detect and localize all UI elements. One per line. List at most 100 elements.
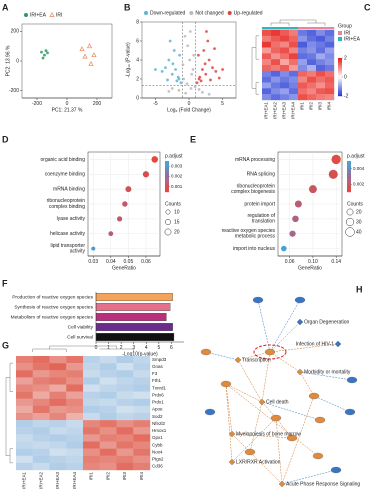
point	[170, 72, 174, 76]
heatmap-cell	[262, 35, 272, 42]
heatmap-cell	[280, 88, 290, 95]
heatmap-cell	[316, 47, 326, 54]
category-label: helicase activity	[50, 231, 86, 237]
x-tick-label: 2	[120, 345, 123, 351]
heatmap-cell	[116, 384, 134, 392]
heatmap-cell	[16, 370, 33, 378]
network-edge	[269, 343, 339, 353]
heatmap-cell	[307, 59, 317, 66]
colorbar-step	[165, 168, 169, 171]
heatmap-cell	[316, 59, 326, 66]
heatmap-cell	[325, 53, 335, 60]
heatmap-cell	[49, 434, 67, 442]
dot	[294, 200, 302, 208]
heatmap-cell	[99, 377, 117, 385]
heatmap-cell	[316, 41, 326, 48]
heatmap-cell	[271, 65, 281, 72]
network-node-label: Infection of HIV-1	[296, 341, 335, 347]
network-edge	[261, 401, 277, 419]
heatmap-cell	[289, 59, 299, 66]
heatmap-cell	[116, 455, 134, 464]
heatmap-cell	[32, 405, 50, 414]
network-node	[344, 408, 356, 416]
heatmap-cell	[316, 70, 326, 77]
heatmap-cell	[289, 88, 299, 95]
legend-marker	[227, 11, 232, 15]
heatmap-cell	[307, 65, 317, 72]
y-tick-label: 8	[136, 19, 139, 25]
heatmap-cell	[280, 30, 290, 37]
column-label: IRI4	[327, 102, 332, 111]
point	[202, 49, 206, 52]
column-label: IRI+EA4	[291, 102, 296, 119]
heatmap-cell	[262, 59, 272, 66]
category-label: ribonucleoprotein complex biogenesis	[230, 184, 276, 196]
heatmap-cell	[116, 441, 134, 449]
heatmap-cell	[116, 356, 134, 364]
size-legend-label: 15	[174, 219, 180, 225]
heatmap-cell	[99, 405, 117, 414]
legend-marker	[144, 11, 148, 15]
dot	[308, 185, 317, 194]
colorbar-step	[165, 184, 169, 186]
point	[201, 68, 204, 71]
heatmap-cell	[271, 53, 281, 60]
colorbar-step	[165, 179, 169, 182]
category-label: mRNA binding	[53, 186, 85, 192]
heatmap-cell	[32, 398, 50, 407]
heatmap-cell	[289, 35, 299, 42]
network-node	[200, 348, 212, 356]
colorbar-step	[347, 182, 351, 185]
legend-label: IRI	[56, 12, 62, 18]
point	[188, 30, 192, 33]
network-node	[278, 480, 286, 488]
x-tick-label: 1	[107, 345, 110, 351]
heatmap-cell	[316, 30, 326, 37]
heatmap-cell	[280, 41, 290, 48]
column-label: IRI1	[300, 102, 305, 111]
point	[179, 81, 183, 85]
category-label: import into nucleus	[233, 246, 275, 252]
colorbar-step	[338, 92, 342, 95]
heatmap-cell	[271, 88, 281, 95]
network-edge	[299, 371, 353, 381]
colorbar-step	[347, 171, 351, 174]
heatmap-cell	[280, 76, 290, 83]
column-label: IRI+EA3	[282, 102, 287, 119]
panel-label: H	[356, 284, 363, 294]
y-tick-label: 0	[136, 95, 139, 101]
network-edge	[281, 395, 315, 485]
heatmap-cell	[262, 53, 272, 60]
heatmap-cell	[83, 441, 100, 449]
heatmap-cell	[325, 41, 335, 48]
column-label: IRI2	[105, 472, 110, 481]
colorbar-step	[338, 71, 342, 74]
x-tick-label: 5	[221, 101, 224, 107]
size-legend-marker	[345, 217, 355, 227]
heatmap-cell	[280, 94, 290, 101]
point	[189, 87, 193, 90]
heatmap-cell	[16, 405, 33, 414]
x-axis-label: GeneRatio	[298, 265, 322, 271]
network-edge	[231, 417, 277, 463]
column-label: IRI+EA1	[264, 102, 269, 119]
group-legend-title: Group	[338, 23, 352, 29]
y-tick-label: 0	[16, 58, 19, 64]
heatmap-cell	[99, 413, 117, 421]
network-node	[330, 466, 342, 474]
heatmap-cell	[66, 441, 84, 449]
heatmap-cell	[307, 41, 317, 48]
point	[203, 62, 207, 66]
column-label: IRI3	[318, 102, 323, 111]
network-node-label: Acute Phase Response Signaling	[286, 481, 360, 487]
colorbar-step	[338, 80, 342, 83]
legend-label: IRI+EA	[30, 12, 47, 18]
heatmap-cell	[316, 82, 326, 89]
heatmap-cell	[16, 391, 33, 399]
point	[44, 49, 48, 53]
heatmap-cell	[32, 427, 50, 435]
category-label: Synthesis of reactive oxygen species	[14, 304, 93, 310]
heatmap-cell	[298, 65, 308, 72]
dot	[108, 231, 114, 237]
panel-label: A	[2, 2, 9, 12]
